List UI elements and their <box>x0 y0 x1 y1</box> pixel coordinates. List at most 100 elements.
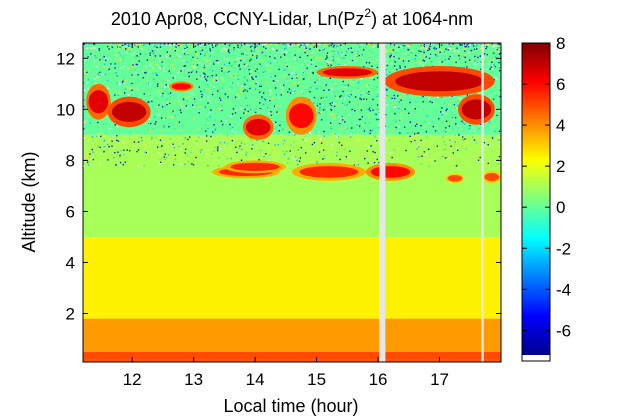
noise-speckle <box>225 48 227 50</box>
noise-speckle <box>279 134 282 136</box>
noise-speckle <box>330 44 332 47</box>
noise-speckle <box>496 78 498 80</box>
noise-speckle <box>120 150 122 152</box>
noise-speckle <box>318 49 321 52</box>
noise-speckle <box>152 52 154 55</box>
noise-speckle <box>148 122 150 125</box>
noise-speckle <box>167 85 169 87</box>
noise-speckle <box>282 51 285 54</box>
noise-speckle <box>473 156 475 158</box>
noise-speckle <box>157 47 159 49</box>
noise-speckle <box>174 158 177 160</box>
noise-speckle <box>423 44 425 46</box>
noise-speckle <box>455 63 457 65</box>
noise-speckle <box>219 97 221 99</box>
noise-speckle <box>131 89 133 91</box>
x-tick-label: 14 <box>246 370 265 389</box>
noise-speckle <box>284 76 286 78</box>
noise-speckle <box>111 145 113 147</box>
noise-speckle <box>393 44 395 46</box>
noise-speckle <box>337 91 339 93</box>
noise-speckle <box>206 135 208 137</box>
noise-speckle <box>489 118 492 120</box>
noise-speckle <box>180 111 182 114</box>
noise-speckle <box>284 62 287 64</box>
noise-speckle <box>270 76 272 78</box>
noise-speckle <box>91 54 93 56</box>
noise-speckle <box>194 101 196 103</box>
noise-speckle <box>391 97 393 100</box>
noise-speckle <box>367 89 369 91</box>
y-tick-label: 8 <box>66 151 75 170</box>
noise-speckle <box>399 67 401 69</box>
noise-speckle <box>241 85 243 88</box>
noise-speckle <box>466 94 468 96</box>
noise-speckle <box>330 148 333 150</box>
noise-speckle <box>364 157 366 160</box>
noise-speckle <box>163 126 165 128</box>
noise-speckle <box>475 93 477 95</box>
noise-speckle <box>159 60 161 62</box>
noise-speckle <box>304 46 306 48</box>
noise-speckle <box>185 95 187 97</box>
noise-speckle <box>244 112 246 115</box>
noise-speckle <box>228 72 230 74</box>
noise-speckle <box>313 56 315 59</box>
noise-speckle <box>243 112 245 114</box>
noise-speckle <box>336 151 338 153</box>
noise-speckle <box>201 78 203 81</box>
noise-speckle <box>268 159 270 162</box>
noise-speckle <box>116 82 118 84</box>
noise-speckle <box>249 87 251 90</box>
noise-speckle <box>228 44 231 47</box>
noise-speckle <box>83 105 85 108</box>
noise-speckle <box>173 147 175 149</box>
noise-speckle <box>451 116 454 119</box>
noise-speckle <box>168 154 170 156</box>
noise-speckle <box>285 68 288 71</box>
noise-speckle <box>269 65 271 67</box>
noise-speckle <box>145 54 147 56</box>
noise-speckle <box>208 162 210 165</box>
noise-speckle <box>90 47 93 49</box>
noise-speckle <box>186 46 188 48</box>
noise-speckle <box>248 137 251 140</box>
noise-speckle <box>216 43 218 46</box>
noise-speckle <box>330 64 332 66</box>
noise-speckle <box>312 71 314 74</box>
noise-speckle <box>167 79 169 81</box>
noise-speckle <box>448 125 451 127</box>
noise-speckle <box>419 62 421 64</box>
noise-speckle <box>367 92 369 94</box>
noise-speckle <box>318 134 320 136</box>
noise-speckle <box>489 124 491 127</box>
noise-speckle <box>348 158 351 160</box>
noise-speckle <box>427 165 430 167</box>
layer-band <box>83 236 501 319</box>
noise-speckle <box>363 128 365 130</box>
noise-speckle <box>374 142 376 145</box>
noise-speckle <box>430 53 433 55</box>
noise-speckle <box>442 136 444 138</box>
noise-speckle <box>188 69 191 71</box>
noise-speckle <box>167 54 170 56</box>
noise-speckle <box>323 43 325 45</box>
noise-speckle <box>423 60 426 62</box>
noise-speckle <box>121 44 123 46</box>
noise-speckle <box>386 51 388 53</box>
noise-speckle <box>154 123 156 125</box>
noise-speckle <box>156 105 159 107</box>
noise-speckle <box>447 43 449 45</box>
noise-speckle <box>215 102 218 104</box>
noise-speckle <box>398 119 401 122</box>
noise-speckle <box>177 72 179 74</box>
noise-speckle <box>351 127 353 129</box>
noise-speckle <box>339 54 341 56</box>
noise-speckle <box>326 57 328 59</box>
noise-speckle <box>165 55 168 58</box>
noise-speckle <box>86 53 88 56</box>
noise-speckle <box>462 44 465 46</box>
noise-speckle <box>498 139 500 141</box>
noise-speckle <box>496 45 499 48</box>
noise-speckle <box>187 138 189 141</box>
